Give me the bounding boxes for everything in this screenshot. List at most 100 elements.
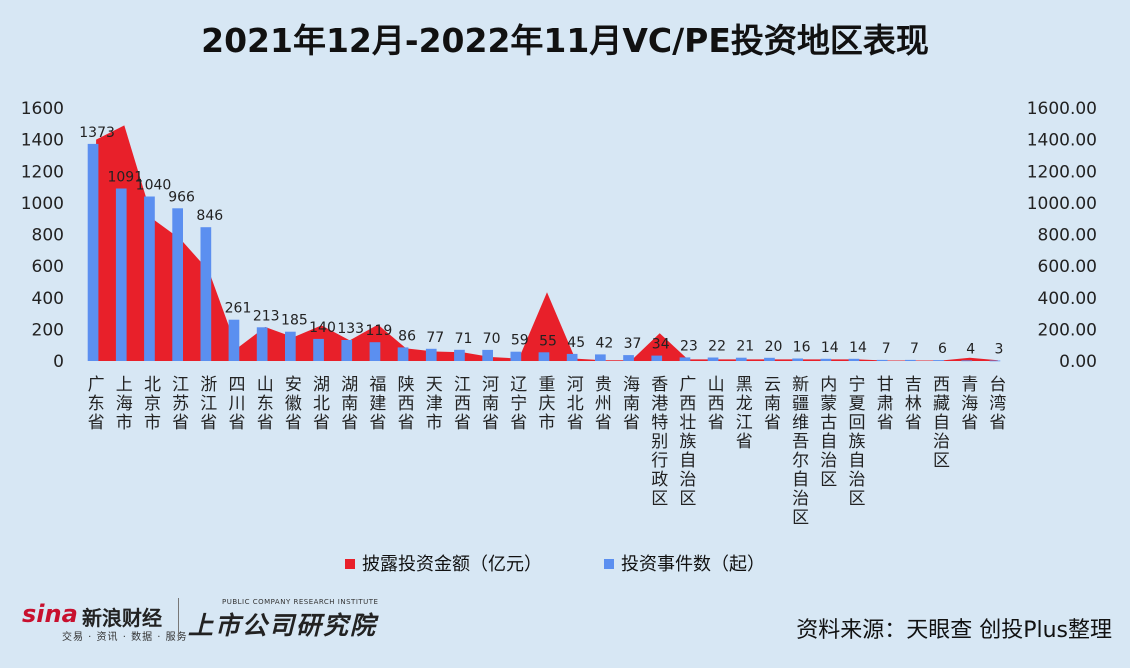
amount-area	[96, 125, 998, 362]
event-bar	[707, 357, 719, 361]
category-label: 福建省	[369, 375, 386, 433]
event-bar	[848, 358, 860, 361]
category-label: 吉林省	[905, 375, 922, 433]
category-label: 广东省	[88, 375, 105, 433]
event-bar	[510, 351, 522, 361]
category-label: 宁夏回族自治区	[849, 375, 866, 509]
right-axis-tick: 1000.00	[1027, 194, 1097, 214]
event-bar	[115, 188, 127, 361]
event-data-label: 846	[196, 208, 223, 224]
event-bar	[538, 352, 550, 361]
event-bar	[425, 348, 437, 361]
right-axis-tick: 400.00	[1038, 289, 1097, 309]
event-bar	[764, 357, 775, 361]
right-axis-tick: 1600.00	[1027, 99, 1097, 119]
category-label: 黑龙江省	[736, 375, 753, 452]
event-data-label: 21	[736, 339, 754, 355]
event-bar	[285, 331, 296, 361]
right-axis-tick: 0.00	[1059, 352, 1097, 372]
category-label: 贵州省	[595, 375, 612, 433]
sina-finance-tagline: 交易 · 资讯 · 数据 · 服务	[62, 632, 188, 643]
event-data-label: 34	[652, 337, 670, 353]
event-bar	[228, 319, 240, 361]
legend-swatch-amount	[345, 559, 355, 569]
event-bar	[256, 327, 268, 361]
event-data-label: 1091	[107, 170, 143, 186]
left-axis-tick: 1400	[21, 131, 64, 151]
legend-swatch-events	[604, 559, 614, 569]
event-bar	[313, 338, 324, 361]
right-axis-tick: 200.00	[1038, 320, 1097, 340]
event-data-label: 59	[511, 333, 529, 349]
event-data-label: 966	[168, 189, 195, 205]
sina-finance-logo-text: 新浪财经	[82, 606, 162, 630]
event-bar	[989, 360, 1001, 362]
category-label: 陕西省	[398, 375, 415, 433]
category-label: 青海省	[961, 375, 978, 433]
event-bar	[566, 353, 578, 361]
event-bar	[172, 208, 183, 361]
event-data-label: 7	[910, 341, 919, 357]
legend-label-amount: 披露投资金额（亿元）	[362, 554, 542, 575]
event-bar	[792, 358, 803, 361]
institute-logo-text: 上市公司研究院	[188, 611, 378, 640]
category-label: 湖北省	[313, 375, 330, 433]
right-axis-tick: 1200.00	[1027, 162, 1097, 182]
event-data-label: 213	[253, 308, 280, 324]
category-label: 天津市	[426, 375, 443, 433]
event-bar	[735, 357, 747, 361]
event-data-label: 14	[821, 340, 839, 356]
event-bar	[933, 360, 944, 361]
event-data-label: 42	[595, 335, 613, 351]
logo-divider	[178, 598, 179, 640]
right-axis-tick: 600.00	[1038, 257, 1097, 277]
event-data-label: 70	[483, 331, 501, 347]
category-label: 甘肃省	[877, 375, 894, 433]
category-label: 河北省	[567, 375, 584, 433]
category-label: 重庆市	[539, 375, 556, 433]
event-data-label: 20	[765, 339, 783, 355]
sina-logo: sina	[22, 600, 78, 628]
left-axis-tick: 400	[32, 289, 64, 309]
event-bar	[905, 359, 916, 361]
event-data-label: 77	[426, 330, 444, 346]
category-label: 上海市	[116, 375, 133, 433]
category-label: 安徽省	[285, 375, 302, 433]
legend: 披露投资金额（亿元） 投资事件数（起）	[345, 554, 765, 575]
category-label: 江西省	[454, 375, 471, 433]
event-data-label: 3	[994, 342, 1003, 358]
right-axis: 0.00 200.00 400.00 600.00 800.00 1000.00 1200.…	[1027, 99, 1097, 372]
event-bar	[595, 354, 606, 361]
category-label: 湖南省	[341, 375, 358, 433]
category-label: 广西壮族自治区	[679, 375, 696, 509]
event-data-label: 14	[849, 340, 867, 356]
event-bar	[369, 342, 381, 361]
left-axis-tick: 600	[32, 257, 64, 277]
category-label: 云南省	[764, 375, 781, 433]
chart-title: 2021年12月-2022年11月VC/PE投资地区表现	[201, 21, 929, 60]
category-label: 北京市	[144, 375, 161, 433]
category-label: 新疆维吾尔自治区	[792, 375, 809, 528]
right-axis-tick: 1400.00	[1027, 131, 1097, 151]
event-data-label: 185	[281, 313, 308, 329]
event-data-label: 22	[708, 339, 726, 355]
event-data-label: 1040	[136, 178, 172, 194]
category-label: 辽宁省	[510, 375, 527, 433]
event-data-label: 1373	[79, 125, 115, 141]
event-data-label: 45	[567, 335, 585, 351]
event-bar	[623, 355, 634, 361]
category-label: 香港特别行政区	[651, 375, 668, 509]
event-data-label: 71	[455, 331, 473, 347]
event-data-label: 6	[938, 341, 947, 357]
event-data-label: 23	[680, 338, 698, 354]
left-axis-tick: 1200	[21, 162, 64, 182]
category-label-layer: 广东省上海市北京市江苏省浙江省四川省山东省安徽省湖北省湖南省福建省陕西省天津市江…	[88, 375, 1007, 528]
category-label: 河南省	[482, 375, 499, 433]
event-bar	[482, 349, 493, 361]
event-data-label: 119	[366, 323, 393, 339]
event-data-label: 261	[225, 301, 252, 317]
event-bar	[679, 357, 691, 361]
event-bar	[341, 340, 353, 361]
